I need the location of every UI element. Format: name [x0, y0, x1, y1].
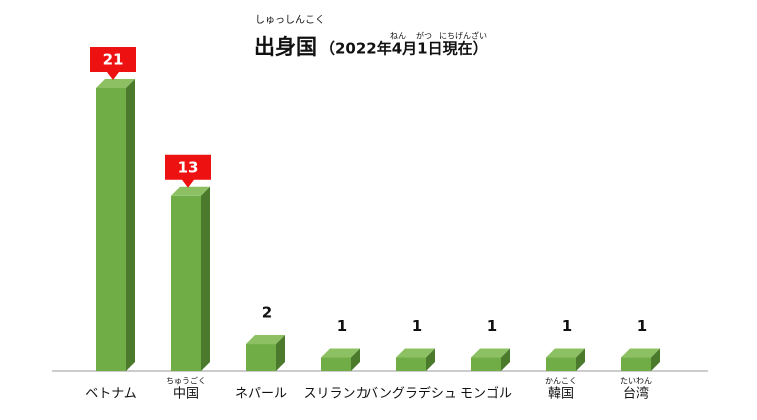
data-label: 2	[262, 304, 272, 322]
bar-top	[96, 79, 135, 88]
bar	[396, 357, 426, 371]
bar-top	[396, 348, 435, 358]
data-label: 1	[637, 317, 647, 335]
bar-top	[471, 348, 510, 358]
bar-side	[501, 348, 510, 371]
data-label: 1	[412, 317, 422, 335]
bar-side	[651, 348, 660, 371]
data-label: 13	[178, 158, 199, 176]
label-box	[90, 47, 136, 80]
bar-top	[171, 186, 210, 196]
bar-top	[321, 348, 360, 358]
bar-side	[351, 348, 360, 371]
data-label: 1	[337, 317, 347, 335]
title-ruby: しゅっしんこく	[255, 14, 325, 26]
category-ruby: ちゅうごく	[166, 376, 206, 386]
data-label: 21	[103, 51, 124, 69]
x-tick-label: ベトナム	[85, 387, 137, 402]
bar-top	[621, 348, 660, 358]
subtitle-ruby: ねん	[390, 32, 406, 41]
x-tick-label: 中国	[173, 387, 199, 402]
bar-side	[276, 335, 285, 371]
x-tick-label: 台湾	[623, 386, 649, 402]
bar	[471, 357, 501, 371]
label-box	[165, 154, 211, 188]
bar-side	[426, 348, 435, 371]
bar	[96, 88, 126, 371]
bar-side	[126, 79, 135, 371]
subtitle-ruby: にちげんざい	[439, 31, 487, 41]
x-tick-label: ネパール	[235, 387, 287, 402]
data-label: 1	[562, 317, 572, 335]
bar	[621, 357, 651, 371]
bar	[171, 195, 201, 371]
category-ruby: たいわん	[620, 377, 652, 386]
bar-side	[576, 348, 585, 371]
x-tick-label: スリランカ	[303, 387, 368, 402]
bar	[546, 357, 576, 371]
bar-top	[246, 335, 285, 345]
category-ruby: かんこく	[545, 377, 577, 386]
subtitle-ruby: がつ	[416, 31, 432, 41]
chart-subtitle: （2022年4月1日現在）	[320, 40, 488, 58]
chart-title: 出身国	[254, 35, 317, 59]
bar	[321, 357, 351, 371]
data-label: 1	[487, 317, 497, 335]
x-tick-label: モンゴル	[460, 386, 512, 402]
bar	[246, 344, 276, 371]
bar-side	[201, 186, 210, 371]
bar-top	[546, 348, 585, 358]
x-tick-label: 韓国	[548, 387, 574, 402]
x-tick-label: バングラデシュ	[365, 386, 457, 402]
